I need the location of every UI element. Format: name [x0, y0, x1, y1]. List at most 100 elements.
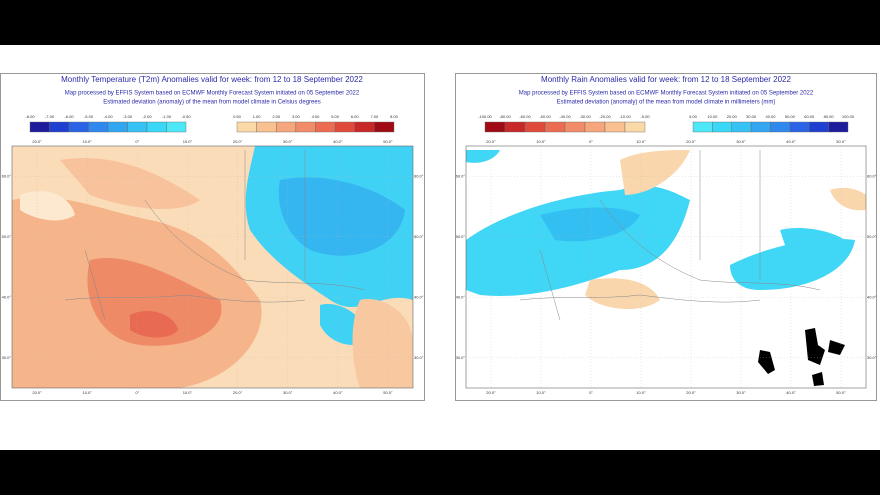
- rain-map: [466, 146, 866, 388]
- lon-label: 0°: [589, 390, 593, 395]
- legend-swatch: [624, 121, 646, 133]
- panel-note: Estimated deviation (anomaly) of the mea…: [103, 100, 320, 106]
- panel-subtitle: Map processed by EFFIS System based on E…: [65, 91, 360, 97]
- legend-swatch: [166, 121, 187, 133]
- legend-swatch: [584, 121, 606, 133]
- lon-label: 10.0°: [82, 390, 92, 395]
- lon-label-top: 20.0°: [233, 139, 243, 144]
- lon-label-top: 50.0°: [836, 139, 846, 144]
- legend-label: 50.00: [785, 114, 796, 119]
- legend-swatch: [374, 121, 395, 133]
- legend-swatch: [256, 121, 277, 133]
- lat-label-right: 60.0°: [414, 173, 424, 178]
- legend-swatch: [604, 121, 626, 133]
- legend-label: -20.00: [599, 114, 611, 119]
- panel-title: Monthly Temperature (T2m) Anomalies vali…: [61, 75, 363, 84]
- legend-label: 80.00: [824, 114, 835, 119]
- legend-label: -30.00: [579, 114, 591, 119]
- lon-label: 20.0°: [486, 390, 496, 395]
- top-bar: [0, 0, 880, 45]
- legend-swatch: [564, 121, 586, 133]
- legend-swatch: [828, 121, 849, 133]
- lon-label-top: 0°: [135, 139, 139, 144]
- legend-swatch: [770, 121, 791, 133]
- legend-swatch: [68, 121, 89, 133]
- panel-title: Monthly Rain Anomalies valid for week: f…: [541, 75, 791, 84]
- panel-subtitle: Map processed by EFFIS System based on E…: [519, 91, 814, 97]
- lon-label-top: 10.0°: [82, 139, 92, 144]
- legend-label: 6.00: [351, 114, 360, 119]
- legend-label: 4.00: [312, 114, 321, 119]
- lon-label-top: 10.0°: [536, 139, 546, 144]
- bottom-bar: [0, 450, 880, 495]
- legend-swatch: [750, 121, 771, 133]
- legend-label: -0.50: [181, 114, 191, 119]
- legend-label: -5.00: [640, 114, 650, 119]
- legend-swatch: [712, 121, 732, 133]
- lat-label-right: 50.0°: [867, 234, 877, 239]
- lon-label: 20.0°: [686, 390, 696, 395]
- lon-label-top: 0°: [589, 139, 593, 144]
- legend-swatch: [334, 121, 355, 133]
- legend-label: -40.00: [559, 114, 571, 119]
- legend-label: 60.00: [804, 114, 815, 119]
- lon-label: 50.0°: [383, 390, 393, 395]
- legend-label: 5.00: [689, 114, 698, 119]
- legend-swatch: [276, 121, 297, 133]
- lon-label-top: 20.0°: [486, 139, 496, 144]
- lon-label: 20.0°: [233, 390, 243, 395]
- lat-label: 60.0°: [456, 173, 466, 178]
- legend-swatch: [295, 121, 316, 133]
- legend-label: 10.00: [707, 114, 718, 119]
- legend-swatch: [127, 121, 148, 133]
- legend-swatch: [88, 121, 109, 133]
- lon-label-top: 10.0°: [636, 139, 646, 144]
- legend-label: -5.00: [84, 114, 94, 119]
- lat-label-right: 50.0°: [414, 234, 424, 239]
- legend-swatch: [692, 121, 713, 133]
- lon-label: 20.0°: [32, 390, 42, 395]
- legend-label: -6.00: [64, 114, 74, 119]
- legend-label: -50.00: [539, 114, 551, 119]
- legend-label: -80.00: [499, 114, 511, 119]
- lat-label-right: 60.0°: [867, 173, 877, 178]
- legend-swatch: [315, 121, 336, 133]
- legend-swatch: [524, 121, 546, 133]
- legend-label: -100.00: [478, 114, 492, 119]
- legend-label: 3.00: [292, 114, 301, 119]
- panel-note: Estimated deviation (anomaly) of the mea…: [557, 100, 776, 106]
- legend-label: 8.00: [390, 114, 399, 119]
- coastlines: [64, 150, 366, 321]
- lon-label: 10.0°: [636, 390, 646, 395]
- lat-label: 40.0°: [2, 294, 12, 299]
- lon-label-top: 40.0°: [786, 139, 796, 144]
- legend-label: -4.00: [103, 114, 113, 119]
- map-frame: [465, 145, 867, 389]
- legend-label: -7.00: [45, 114, 55, 119]
- legend-label: 5.00: [331, 114, 340, 119]
- lat-label-right: 30.0°: [414, 355, 424, 360]
- lat-label: 50.0°: [456, 234, 466, 239]
- legend-label: -60.00: [519, 114, 531, 119]
- legend-swatch: [789, 121, 810, 133]
- legend-swatch: [504, 121, 526, 133]
- lon-label-top: 50.0°: [383, 139, 393, 144]
- lon-label: 10.0°: [183, 390, 193, 395]
- legend-label: 2.00: [272, 114, 281, 119]
- lat-label: 40.0°: [456, 294, 466, 299]
- legend-swatch: [49, 121, 70, 133]
- legend-label: -8.00: [25, 114, 35, 119]
- lon-label-top: 30.0°: [736, 139, 746, 144]
- legend-swatch: [544, 121, 566, 133]
- lon-label: 10.0°: [536, 390, 546, 395]
- legend-label: -3.00: [123, 114, 133, 119]
- lat-label: 60.0°: [2, 173, 12, 178]
- lat-label-right: 30.0°: [867, 355, 877, 360]
- lon-label: 50.0°: [836, 390, 846, 395]
- lat-label: 30.0°: [2, 355, 12, 360]
- lon-label-top: 20.0°: [32, 139, 42, 144]
- legend-label: -1.00: [162, 114, 172, 119]
- legend-label: 20.00: [727, 114, 738, 119]
- legend-swatch: [29, 121, 50, 133]
